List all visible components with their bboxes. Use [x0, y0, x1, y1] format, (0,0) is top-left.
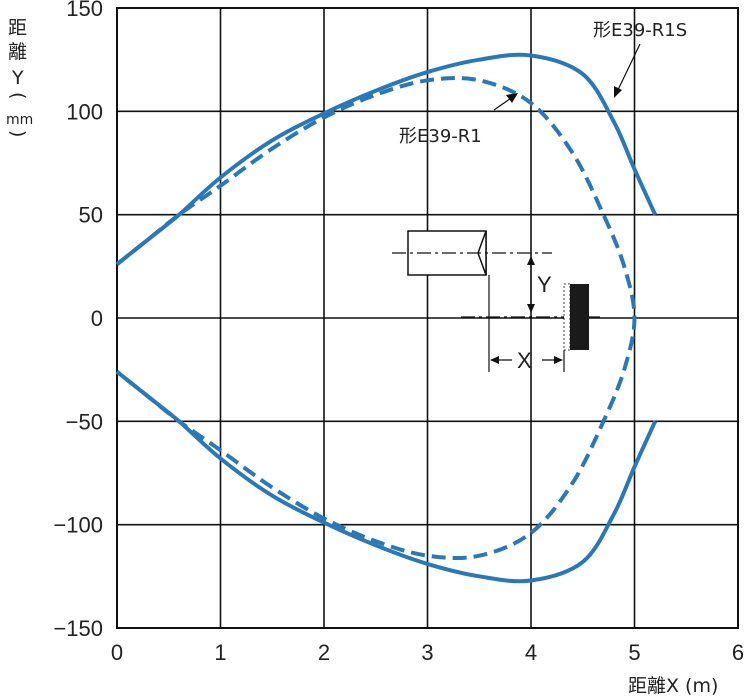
- x-dimension-label: X: [517, 348, 532, 373]
- x-arrow-left: [490, 356, 499, 364]
- annotation-e39-r1s: 形E39-R1S: [593, 20, 687, 41]
- y-label-char-5: ): [7, 130, 29, 137]
- grid: [116, 7, 739, 629]
- leader-e39-r1-arrow: [506, 93, 518, 103]
- y-tick-label: −100: [53, 513, 103, 538]
- reflector-face: [563, 283, 571, 351]
- series-annotations: 形E39-R1S 形E39-R1: [399, 20, 687, 147]
- y-tick-label: −50: [66, 409, 103, 434]
- x-arrow-right: [554, 356, 563, 364]
- x-tick-label: 6: [732, 640, 744, 665]
- x-tick-label: 1: [214, 640, 226, 665]
- x-tick-label: 0: [111, 640, 123, 665]
- tick-labels: 0 1 2 3 4 5 6 150 100 50 0 −50 −100 −150: [53, 0, 744, 665]
- series-layer: [115, 52, 658, 584]
- x-tick-label: 5: [628, 640, 640, 665]
- series-line-e39-r1s-upper: [115, 52, 658, 266]
- y-label-char-1: 離: [8, 41, 27, 63]
- y-arrow-top: [527, 256, 535, 265]
- y-label-char-0: 距: [8, 17, 27, 39]
- y-tick-label: 0: [91, 306, 103, 331]
- y-tick-label: 150: [66, 0, 103, 21]
- y-tick-label: 50: [79, 203, 103, 228]
- series-line-e39-r1: [115, 75, 637, 561]
- y-label-char-3: (: [7, 92, 29, 99]
- leader-e39-r1s: [615, 43, 641, 95]
- y-dimension-label: Y: [537, 272, 552, 297]
- x-axis-label: 距離X (m): [628, 675, 718, 697]
- y-tick-label: 100: [66, 99, 103, 124]
- y-arrow-bottom: [527, 304, 535, 313]
- x-tick-label: 3: [421, 640, 433, 665]
- sensor-reflector-inset: Y X: [392, 230, 600, 373]
- y-tick-label: −150: [53, 616, 103, 641]
- y-label-char-4: mm: [6, 112, 33, 128]
- x-tick-label: 4: [525, 640, 537, 665]
- y-label-char-2: Y: [11, 67, 24, 89]
- x-tick-label: 2: [318, 640, 330, 665]
- annotation-e39-r1: 形E39-R1: [399, 126, 482, 147]
- y-axis-label: 距 離 Y ( mm ): [6, 17, 33, 137]
- leader-e39-r1s-arrow: [614, 86, 622, 98]
